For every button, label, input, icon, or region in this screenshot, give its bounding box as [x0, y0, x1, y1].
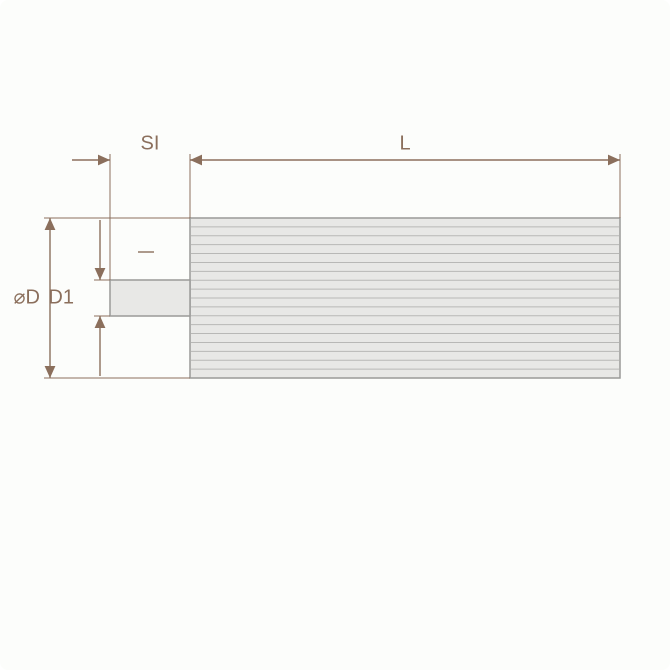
- label-diameter-d: ⌀D: [14, 286, 40, 308]
- technical-drawing-svg: SI L D1 ⌀D: [0, 0, 670, 670]
- label-l: L: [399, 132, 410, 154]
- label-d1: D1: [48, 286, 74, 308]
- shaft-stub: [110, 280, 190, 316]
- label-si: SI: [141, 132, 160, 154]
- diagram-canvas: SI L D1 ⌀D: [0, 0, 670, 670]
